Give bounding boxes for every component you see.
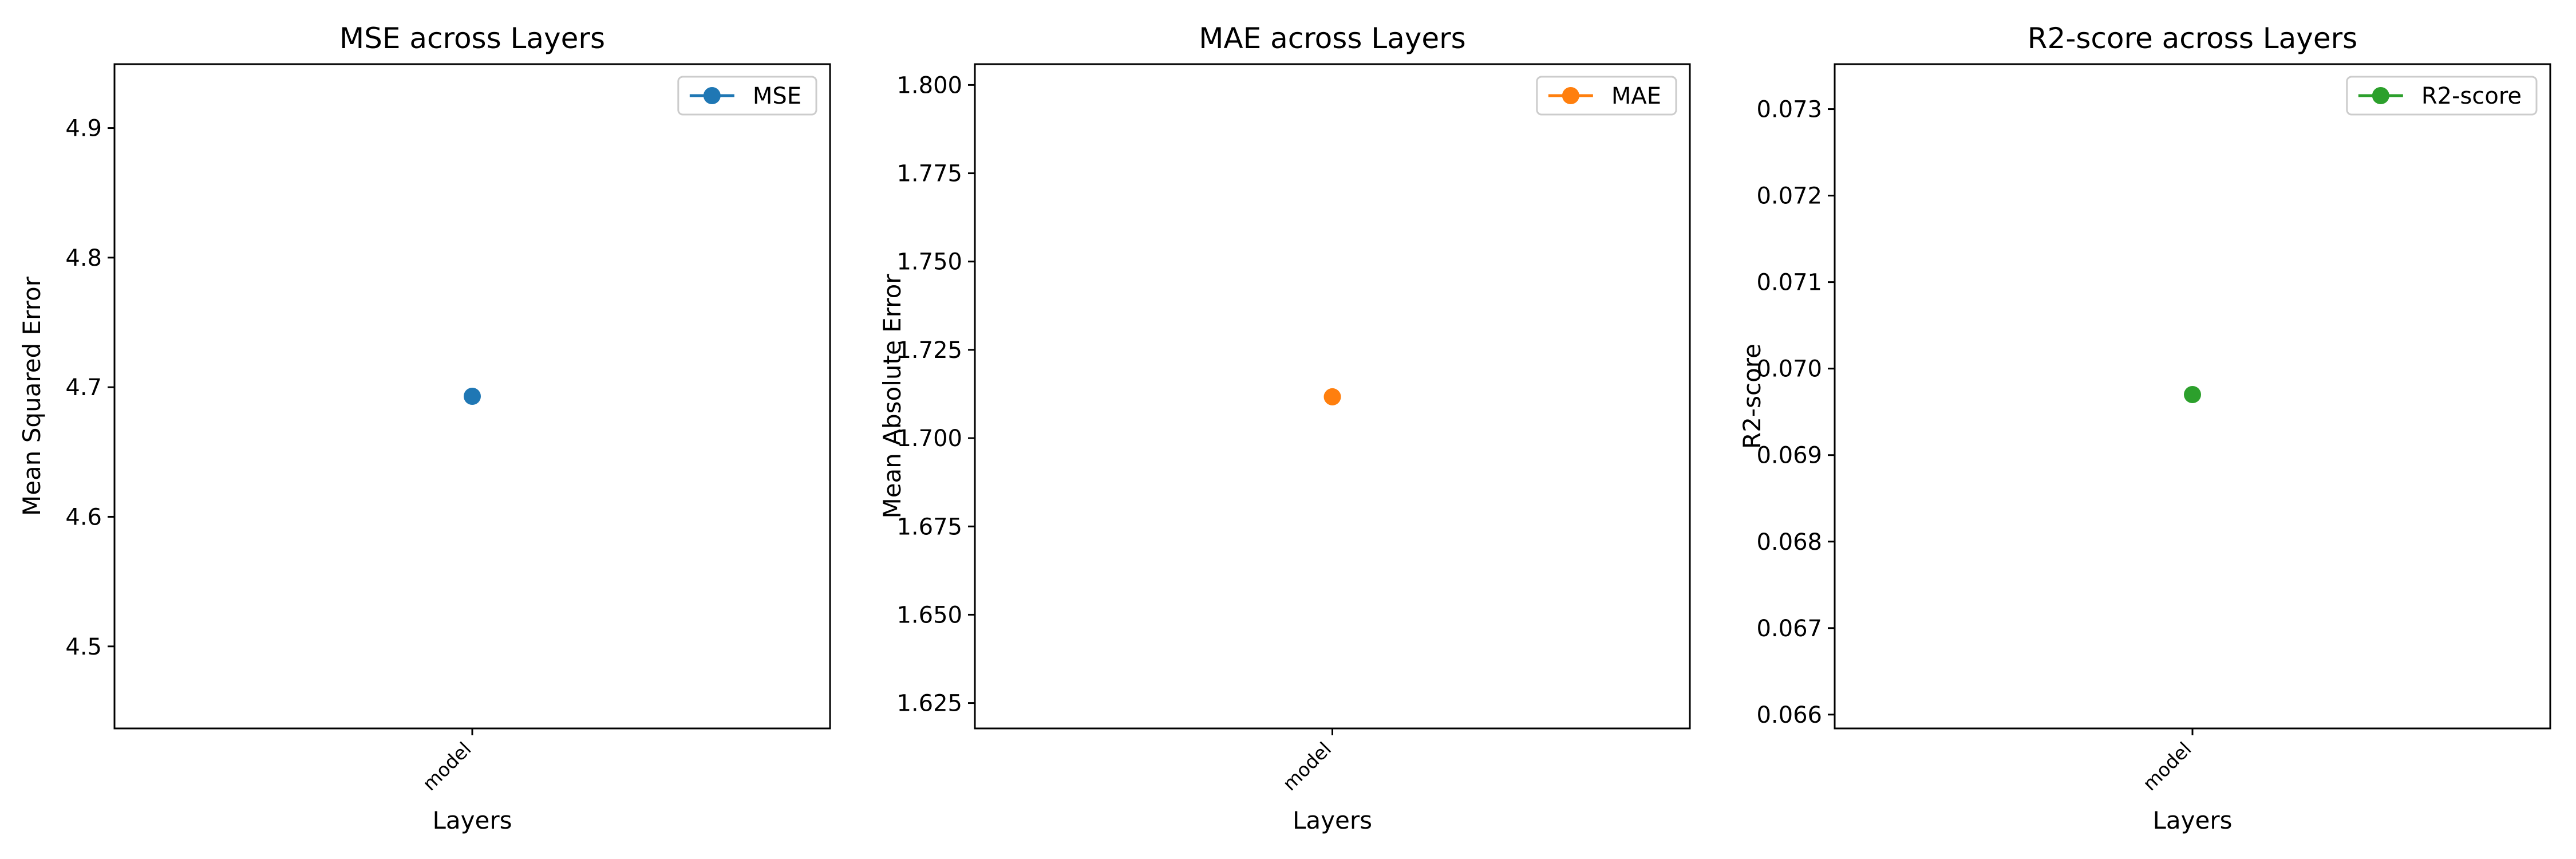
chart-1-ytick-label: 4.9 [65,116,102,142]
chart-2-ytick-label: 1.650 [896,602,962,628]
chart-3-xtick-label: model [2138,738,2195,795]
chart-2-y-axis-label: Mean Absolute Error [878,274,906,519]
chart-1-y-axis-label: Mean Squared Error [18,276,46,516]
chart-3-legend-box [2346,76,2538,116]
chart-2-title: MAE across Layers [1199,22,1465,55]
chart-3-x-axis-label: Layers [2153,806,2233,834]
chart-2-legend-label: MAE [1611,83,1661,109]
chart-3-title: R2-score across Layers [2028,22,2357,55]
chart-1-ytick-label: 4.6 [65,504,102,530]
chart-3-ytick-label: 0.070 [1756,356,1822,383]
chart-2-ytick-label: 1.675 [896,514,962,540]
chart-1: MSE across Layers 4.5 4.6 4.7 4.8 4.9 model Lay… [18,22,831,834]
chart-3-legend-marker [2372,87,2389,104]
chart-3-ytick-label: 0.066 [1756,702,1822,728]
chart-3-ytick-label: 0.069 [1756,443,1822,469]
chart-2-ytick-label: 1.725 [896,337,962,364]
chart-1-mse-data-point [464,388,481,405]
chart-1-legend: MSE [677,76,817,116]
chart-2-ytick-label: 1.775 [896,161,962,187]
chart-1-ytick-label: 4.5 [65,634,102,660]
chart-2-mae-data-point [1323,388,1341,405]
chart-1-legend-marker [703,87,721,104]
chart-3-ytick-label: 0.071 [1756,270,1822,296]
chart-2: MAE across Layers 1.625 1.650 1.675 1.700 1.7… [878,22,1691,834]
chart-2-xtick-label: model [1278,738,1336,795]
chart-2-ytick-label: 1.700 [896,425,962,452]
chart-3-ytick-label: 0.067 [1756,616,1822,642]
chart-3-legend-label: R2-score [2421,83,2522,109]
chart-3-ytick-label: 0.068 [1756,529,1822,555]
chart-3-y-axis-label: R2-score [1738,344,1766,449]
chart-3: R2-score across Layers 0.066 0.067 0.068 0.0… [1738,22,2551,834]
chart-1-legend-box [677,76,817,116]
chart-2-legend-marker [1562,87,1579,104]
chart-3-ytick-label: 0.073 [1756,97,1822,123]
chart-1-x-axis-label: Layers [433,806,512,834]
chart-2-legend: MAE [1536,76,1677,116]
chart-1-ytick-label: 4.8 [65,245,102,271]
chart-1-legend-label: MSE [753,83,801,109]
chart-3-r2-score-data-point [2184,385,2201,403]
chart-2-ytick-label: 1.750 [896,249,962,275]
chart-1-ytick-label: 4.7 [65,375,102,401]
chart-2-legend-box [1536,76,1677,116]
chart-3-ytick-label: 0.072 [1756,183,1822,210]
chart-2-ytick-label: 1.800 [896,72,962,98]
chart-2-x-axis-label: Layers [1293,806,1372,834]
chart-3-legend: R2-score [2346,76,2538,116]
chart-1-title: MSE across Layers [339,22,605,55]
chart-1-xtick-label: model [418,738,475,795]
chart-2-ytick-label: 1.625 [896,691,962,717]
